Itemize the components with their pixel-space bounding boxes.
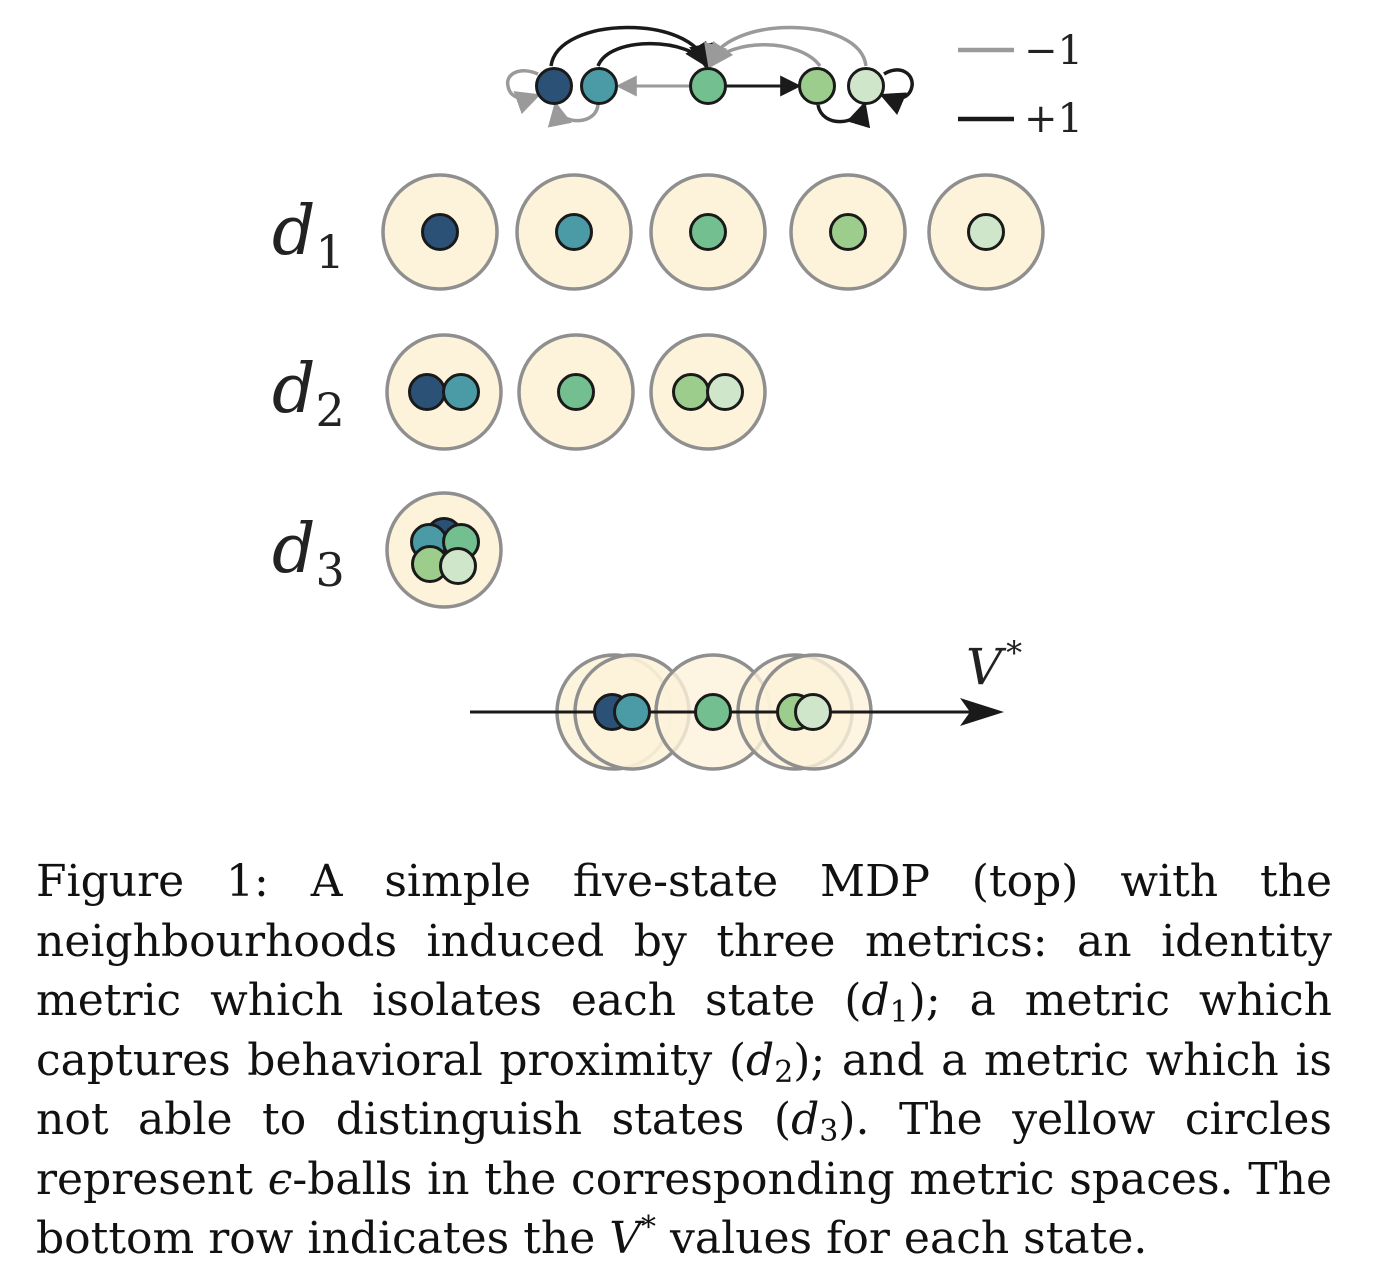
caption-math-d3-letter: d — [791, 1094, 820, 1145]
state-s5-dot — [706, 373, 744, 411]
mdp-transition-s4-to-s3 — [709, 40, 822, 69]
caption-math-d1-letter: d — [861, 975, 890, 1026]
caption-text-2: ); a metric which captures behavioral pr… — [36, 975, 1332, 1086]
caption-math-vstar: V* — [609, 1210, 657, 1265]
value-axis: V * — [470, 634, 1022, 771]
state-s5-dot — [967, 213, 1005, 251]
caption-math-v-sup: * — [641, 1210, 657, 1245]
caption-text-3: ); and a metric which is not able to dis… — [36, 1034, 1332, 1146]
caption-math-d1: d1 — [861, 975, 908, 1028]
state-s1-dot — [535, 67, 573, 105]
caption-text-4: ). The yellow circles represent — [36, 1094, 1332, 1205]
figure-caption: Figure 1: A simple five-state MDP (top) … — [36, 852, 1332, 1269]
state-s4-dot — [798, 67, 836, 105]
state-s2-dot — [555, 213, 593, 251]
metric-label-d3: d3 — [272, 510, 345, 597]
caption-math-d2-sub: 2 — [774, 1054, 794, 1090]
state-s3-dot — [689, 67, 727, 105]
caption-math-d3-sub: 3 — [819, 1114, 839, 1149]
mdp-diagram — [505, 25, 914, 129]
metric-label-d1: d1 — [272, 192, 345, 279]
value-axis-arrowhead — [960, 698, 1004, 726]
metric-row-d2: d2 — [272, 333, 767, 451]
reward-legend: −1 +1 — [958, 28, 1083, 142]
state-s1-dot — [421, 213, 459, 251]
caption-text-1: Figure 1: A simple five-state MDP (top) … — [36, 856, 1332, 1026]
state-s1-dot — [408, 373, 446, 411]
metric-row-d3: d3 — [272, 491, 503, 609]
state-s3-dot — [689, 213, 727, 251]
caption-text-6: values for each state. — [656, 1213, 1148, 1264]
state-s3-dot — [557, 373, 595, 411]
caption-math-d3: d3 — [791, 1094, 838, 1147]
caption-math-v-letter: V — [609, 1213, 642, 1264]
mdp-transition-s1-self — [505, 69, 541, 115]
caption-text-5: -balls in the corresponding metric space… — [36, 1153, 1333, 1265]
state-s2-dot — [580, 67, 618, 105]
state-s4-dot — [672, 373, 710, 411]
state-s5-dot — [847, 67, 885, 105]
caption-math-d2: d2 — [746, 1034, 793, 1088]
mdp-transition-s2-to-s1 — [547, 101, 600, 128]
state-s5-dot — [439, 547, 477, 585]
state-s3-dot — [694, 693, 732, 731]
mdp-transition-s5-to-s3 — [704, 25, 868, 69]
legend-label-negative: −1 — [1024, 28, 1083, 74]
state-s4-dot — [829, 213, 867, 251]
value-axis-label: V * — [966, 634, 1022, 696]
state-s5-dot — [794, 693, 832, 731]
mdp-transition-s2-to-s3 — [596, 40, 709, 69]
metric-row-d1: d1 — [272, 173, 1045, 291]
legend-label-positive: +1 — [1024, 96, 1083, 142]
mdp-transition-s5-self — [879, 68, 914, 115]
figure-1-diagram: −1 +1 d1 d2 d3 V * — [272, 25, 1083, 771]
caption-math-d2-letter: d — [746, 1034, 775, 1086]
caption-math-epsilon: ϵ — [267, 1153, 293, 1205]
state-s2-dot — [613, 693, 651, 731]
metric-label-d2: d2 — [272, 350, 345, 437]
caption-math-d1-sub: 1 — [889, 995, 909, 1030]
state-s2-dot — [442, 373, 480, 411]
mdp-transition-s4-to-s5 — [816, 101, 871, 129]
